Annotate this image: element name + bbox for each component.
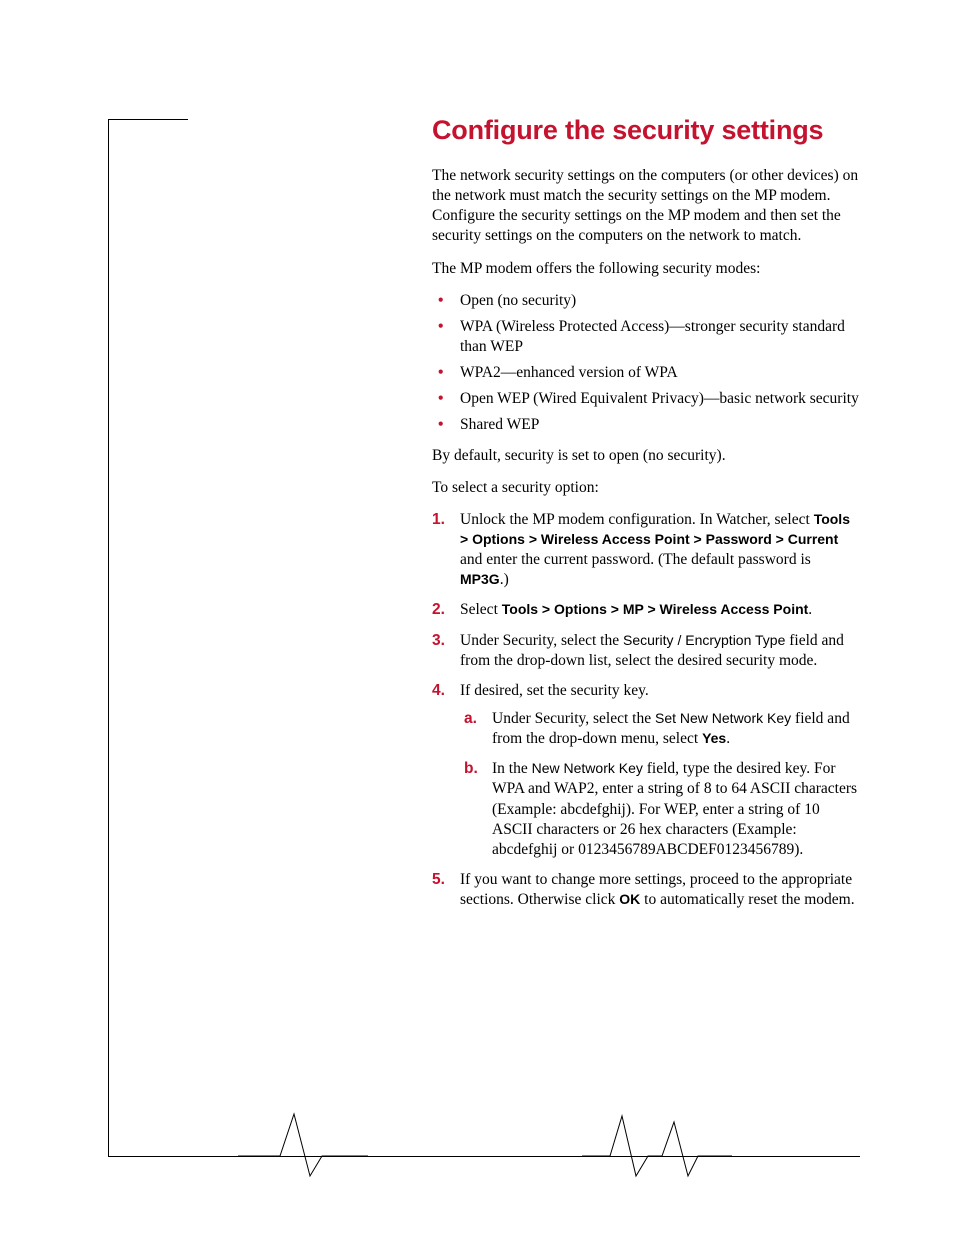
step-text: . — [726, 730, 730, 747]
mode-item: Open (no security) — [432, 291, 860, 311]
step-text: If desired, set the security key. — [460, 682, 649, 699]
page-title: Configure the security settings — [432, 115, 860, 146]
wave-decoration-right — [582, 1102, 732, 1184]
step-text: Select — [460, 601, 502, 618]
field-name: Security / Encryption Type — [623, 632, 785, 648]
frame-rule-bottom — [108, 1156, 860, 1157]
step-text: In the — [492, 760, 532, 777]
content-column: Configure the security settings The netw… — [432, 115, 860, 920]
step-text: . — [808, 601, 812, 618]
steps-list: Unlock the MP modem configuration. In Wa… — [432, 510, 860, 910]
modes-intro: The MP modem offers the following securi… — [432, 259, 860, 279]
substep-b: In the New Network Key field, type the d… — [460, 759, 860, 860]
substep-a: Under Security, select the Set New Netwo… — [460, 709, 860, 749]
step-text: .) — [500, 571, 509, 588]
default-note: By default, security is set to open (no … — [432, 446, 860, 466]
security-modes-list: Open (no security) WPA (Wireless Protect… — [432, 291, 860, 436]
frame-rule-top — [108, 119, 188, 120]
step-text: Unlock the MP modem configuration. In Wa… — [460, 511, 814, 528]
step-text: and enter the current password. (The def… — [460, 551, 811, 568]
mode-item: WPA2—enhanced version of WPA — [432, 363, 860, 383]
step-text: Under Security, select the — [492, 710, 655, 727]
mode-item: Open WEP (Wired Equivalent Privacy)—basi… — [432, 389, 860, 409]
mode-item: WPA (Wireless Protected Access)—stronger… — [432, 317, 860, 357]
step-3: Under Security, select the Security / En… — [432, 631, 860, 671]
field-name: New Network Key — [532, 760, 643, 776]
option-value: Yes — [702, 730, 726, 746]
step-text: Under Security, select the — [460, 632, 623, 649]
button-label: OK — [619, 891, 640, 907]
menu-path: Tools > Options > MP > Wireless Access P… — [502, 601, 809, 617]
select-intro: To select a security option: — [432, 478, 860, 498]
field-name: Set New Network Key — [655, 710, 791, 726]
document-page: Configure the security settings The netw… — [0, 0, 954, 1235]
step-1: Unlock the MP modem configuration. In Wa… — [432, 510, 860, 591]
substeps-list: Under Security, select the Set New Netwo… — [460, 709, 860, 860]
wave-decoration-left — [238, 1102, 368, 1184]
step-2: Select Tools > Options > MP > Wireless A… — [432, 600, 860, 620]
mode-item: Shared WEP — [432, 415, 860, 435]
step-text: to automatically reset the modem. — [640, 891, 854, 908]
default-password: MP3G — [460, 571, 500, 587]
step-4: If desired, set the security key. Under … — [432, 681, 860, 860]
intro-paragraph: The network security settings on the com… — [432, 166, 860, 247]
step-5: If you want to change more settings, pro… — [432, 870, 860, 910]
frame-rule-vertical — [108, 119, 109, 1156]
